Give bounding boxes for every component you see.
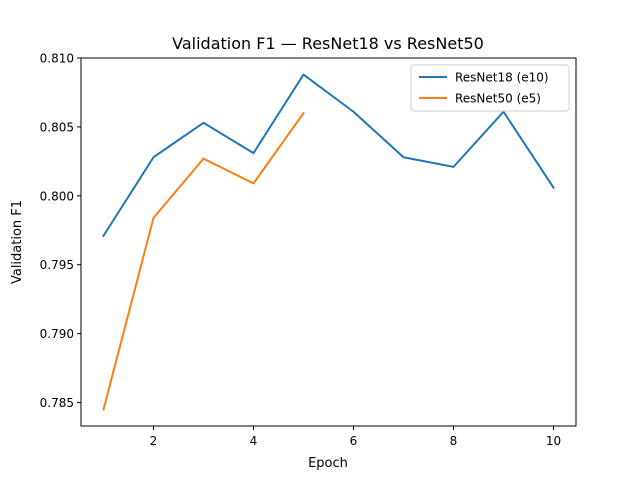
y-tick-label: 0.795 — [40, 258, 74, 272]
x-axis-label: Epoch — [308, 456, 348, 471]
legend-label-0: ResNet18 (e10) — [455, 71, 549, 85]
x-tick-label: 2 — [150, 434, 158, 448]
legend-box — [410, 64, 570, 112]
series-line-0 — [102, 73, 555, 238]
plot-area: 2 4 6 8 10 0.785 0.790 0.795 0.800 0.805 0.810 — [40, 52, 577, 448]
series-line-1 — [102, 111, 305, 411]
y-tick-label: 0.785 — [40, 396, 74, 410]
y-tick-label: 0.790 — [40, 327, 74, 341]
y-tick-label: 0.805 — [40, 120, 74, 134]
x-tick-label: 8 — [450, 434, 458, 448]
legend-label-1: ResNet50 (e5) — [455, 92, 541, 106]
chart-title: Validation F1 — ResNet18 vs ResNet50 — [172, 34, 484, 53]
y-axis-label: Validation F1 — [10, 200, 25, 284]
x-tick-label: 10 — [546, 434, 561, 448]
axes-frame — [80, 57, 577, 427]
y-tick-label: 0.810 — [40, 52, 74, 66]
y-tick-label: 0.800 — [40, 189, 74, 203]
legend: ResNet18 (e10) ResNet50 (e5) — [410, 64, 570, 112]
x-tick-label: 6 — [350, 434, 358, 448]
x-tick-label: 4 — [250, 434, 258, 448]
